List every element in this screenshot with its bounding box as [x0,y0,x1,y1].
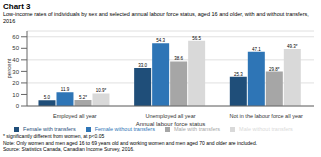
svg-text:20: 20 [12,80,19,86]
html-text:Note: Only women and men aged: Note: Only women and men aged 16 to 69 y… [3,139,258,146]
svg-text:30: 30 [12,69,19,75]
svg-text:47.1: 47.1 [252,47,261,52]
svg-text:40: 40 [12,57,19,63]
svg-text:10.9*: 10.9* [96,88,107,93]
html-text:Chart 3: Chart 3 [3,2,31,11]
svg-text:49.3*: 49.3* [287,44,298,49]
svg-text:38.6: 38.6 [174,56,183,61]
svg-text:56.5: 56.5 [192,36,201,41]
html-text:Male without transfers: Male without transfers [239,126,293,132]
svg-text:60: 60 [12,34,19,40]
svg-text:10: 10 [12,92,19,98]
html-text:Low-income rates of individual: Low-income rates of individuals by sex a… [3,11,309,24]
svg-text:Annual labour force status: Annual labour force status [136,121,206,127]
svg-text:50: 50 [12,45,19,51]
html-text:Male with transfers: Male with transfers [173,126,221,132]
svg-text:11.9: 11.9 [61,87,70,92]
html-text:* significantly different from: * significantly different from women, at… [3,133,105,139]
svg-text:Employed all year: Employed all year [53,113,97,119]
svg-text:5.0: 5.0 [44,95,51,100]
html-text:Female without transfers: Female without transfers [94,126,155,132]
svg-text:Not in the labour force all ye: Not in the labour force all year [229,113,303,119]
svg-text:25.3: 25.3 [234,72,243,77]
svg-text:5.2*: 5.2* [79,95,87,100]
svg-text:0: 0 [16,103,20,109]
svg-text:29.8*: 29.8* [269,67,280,72]
svg-text:percent: percent [6,58,12,78]
html-text:Female with transfers: Female with transfers [23,126,76,132]
html-text:Source: Statistics Canada, Can: Source: Statistics Canada, Canadian Inco… [3,146,135,152]
svg-text:Unemployed all year: Unemployed all year [145,113,195,119]
svg-text:33.0: 33.0 [138,63,147,68]
svg-text:54.3: 54.3 [156,38,165,43]
